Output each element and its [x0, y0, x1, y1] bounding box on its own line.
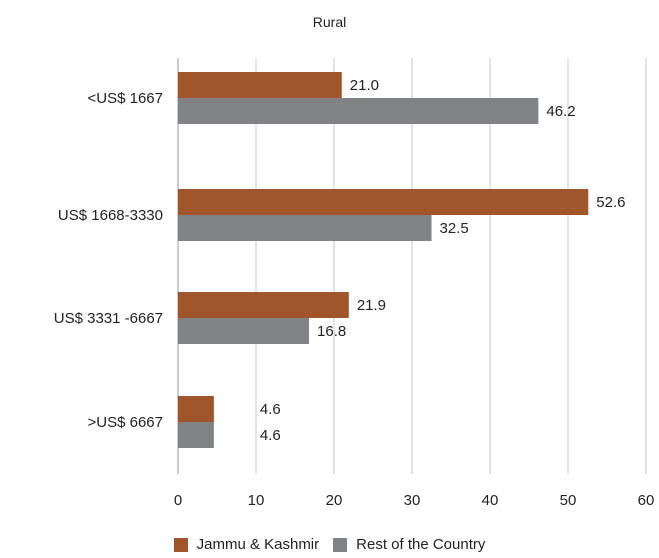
bar-jammu-kashmir: [178, 72, 342, 98]
category-labels: <US$ 1667 US$ 1668-3330 US$ 3331 -6667 >US$…: [54, 90, 163, 431]
data-labels: 21.0 46.2 52.6 32.5 21.9 16.8 4.6 4.6: [260, 77, 626, 444]
bar-jammu-kashmir: [178, 189, 589, 215]
legend-swatch-rest-of-country: [333, 537, 348, 552]
x-tick-label: 0: [174, 492, 182, 509]
legend-swatch-jammu-kashmir: [173, 537, 188, 552]
bar-rest-of-country: [178, 422, 214, 448]
x-tick-label: 50: [560, 492, 577, 509]
chart-title: Rural: [312, 14, 347, 30]
x-tick-label: 30: [404, 492, 421, 509]
bar-jammu-kashmir: [178, 396, 214, 422]
legend-item-rest-of-country: Rest of the Country: [333, 536, 485, 553]
bar-rest-of-country: [178, 98, 539, 124]
legend-label-jammu-kashmir: Jammu & Kashmir: [196, 536, 320, 553]
data-label: 32.5: [440, 220, 469, 237]
data-label: 46.2: [546, 103, 575, 120]
data-label: 52.6: [596, 194, 625, 211]
category-label: US$ 1668-3330: [58, 207, 163, 224]
legend-label-rest-of-country: Rest of the Country: [356, 536, 486, 553]
x-tick-label: 40: [482, 492, 499, 509]
legend-item-jammu-kashmir: Jammu & Kashmir: [173, 536, 320, 553]
data-label: 16.8: [317, 323, 346, 340]
bar-rest-of-country: [178, 215, 432, 241]
category-label: <US$ 1667: [88, 90, 163, 107]
data-label: 21.0: [350, 77, 379, 94]
bar-chart: 21.0 46.2 52.6 32.5 21.9 16.8 4.6 4.6 <US$ 1667…: [54, 58, 655, 509]
data-label: 4.6: [260, 427, 281, 444]
x-tick-label: 20: [326, 492, 343, 509]
bars: [178, 72, 589, 448]
bar-rest-of-country: [178, 318, 310, 344]
data-label: 21.9: [357, 297, 386, 314]
bar-jammu-kashmir: [178, 292, 349, 318]
data-label: 4.6: [260, 401, 281, 418]
x-tick-label: 10: [248, 492, 265, 509]
category-label: >US$ 6667: [88, 414, 163, 431]
legend: Jammu & Kashmir Rest of the Country: [0, 536, 659, 553]
category-label: US$ 3331 -6667: [54, 310, 163, 327]
x-tick-label: 60: [638, 492, 655, 509]
x-tick-labels: 0 10 20 30 40 50 60: [174, 492, 655, 509]
